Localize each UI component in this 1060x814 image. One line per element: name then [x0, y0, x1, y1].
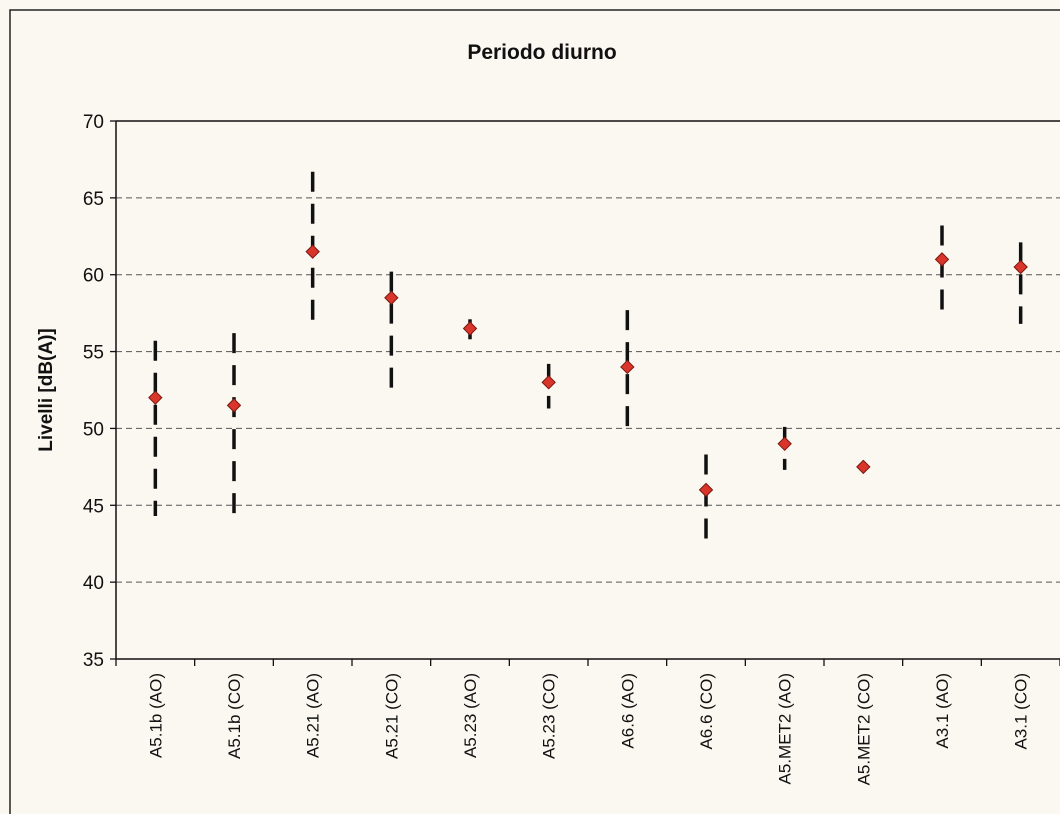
- data-point: [305, 244, 320, 259]
- x-tick-label: A5.23 (CO): [540, 673, 559, 759]
- x-tick-label: A5.1b (AO): [146, 673, 165, 758]
- data-point: [148, 390, 163, 405]
- y-tick-label: 40: [83, 573, 104, 594]
- data-point: [384, 290, 399, 305]
- data-point: [777, 436, 792, 452]
- data-point: [226, 398, 242, 413]
- axes: [115, 120, 1060, 660]
- y-tick-label: 60: [83, 266, 104, 287]
- y-tick-label: 70: [83, 112, 104, 133]
- x-tick-label: A5.21 (AO): [304, 673, 323, 758]
- chart-border: [9, 9, 1060, 814]
- x-tick-label: A3.1 (AO): [933, 673, 952, 749]
- y-tick-label: 50: [83, 419, 104, 440]
- x-tick-label: A5.23 (AO): [461, 673, 480, 758]
- x-tick-label: A5.21 (CO): [382, 673, 401, 759]
- chart-title: Periodo diurno: [467, 41, 616, 64]
- data-points: [148, 244, 1028, 498]
- y-tick-label: 65: [83, 189, 104, 210]
- x-tick-label: A6.6 (AO): [618, 673, 637, 749]
- x-tick-label: A5.1b (CO): [225, 673, 244, 759]
- y-axis-label: Livelli [dB(A)]: [36, 328, 57, 452]
- data-point: [462, 321, 478, 336]
- x-tick-label: A5.MET2 (CO): [854, 673, 873, 785]
- y-axis-ticks: 35 40 45 50 55 60 65 70: [83, 112, 116, 671]
- data-point: [541, 375, 556, 390]
- y-tick-label: 35: [83, 650, 104, 671]
- x-tick-label: A6.6 (CO): [697, 673, 716, 750]
- data-point: [698, 482, 714, 498]
- grid-lines: [116, 197, 1060, 583]
- x-axis-categories: A5.1b (AO) A5.1b (CO) A5.21 (AO) A5.21 (CO)…: [115, 659, 1060, 785]
- data-point: [934, 252, 950, 267]
- x-tick-label: A5.MET2 (AO): [776, 673, 795, 784]
- range-bars: [153, 171, 1023, 547]
- data-point: [1013, 259, 1028, 275]
- data-point: [856, 459, 871, 475]
- x-tick-label: A3.1 (CO): [1012, 673, 1031, 750]
- y-tick-label: 55: [83, 343, 104, 364]
- data-point: [620, 359, 635, 375]
- y-tick-label: 45: [83, 496, 104, 517]
